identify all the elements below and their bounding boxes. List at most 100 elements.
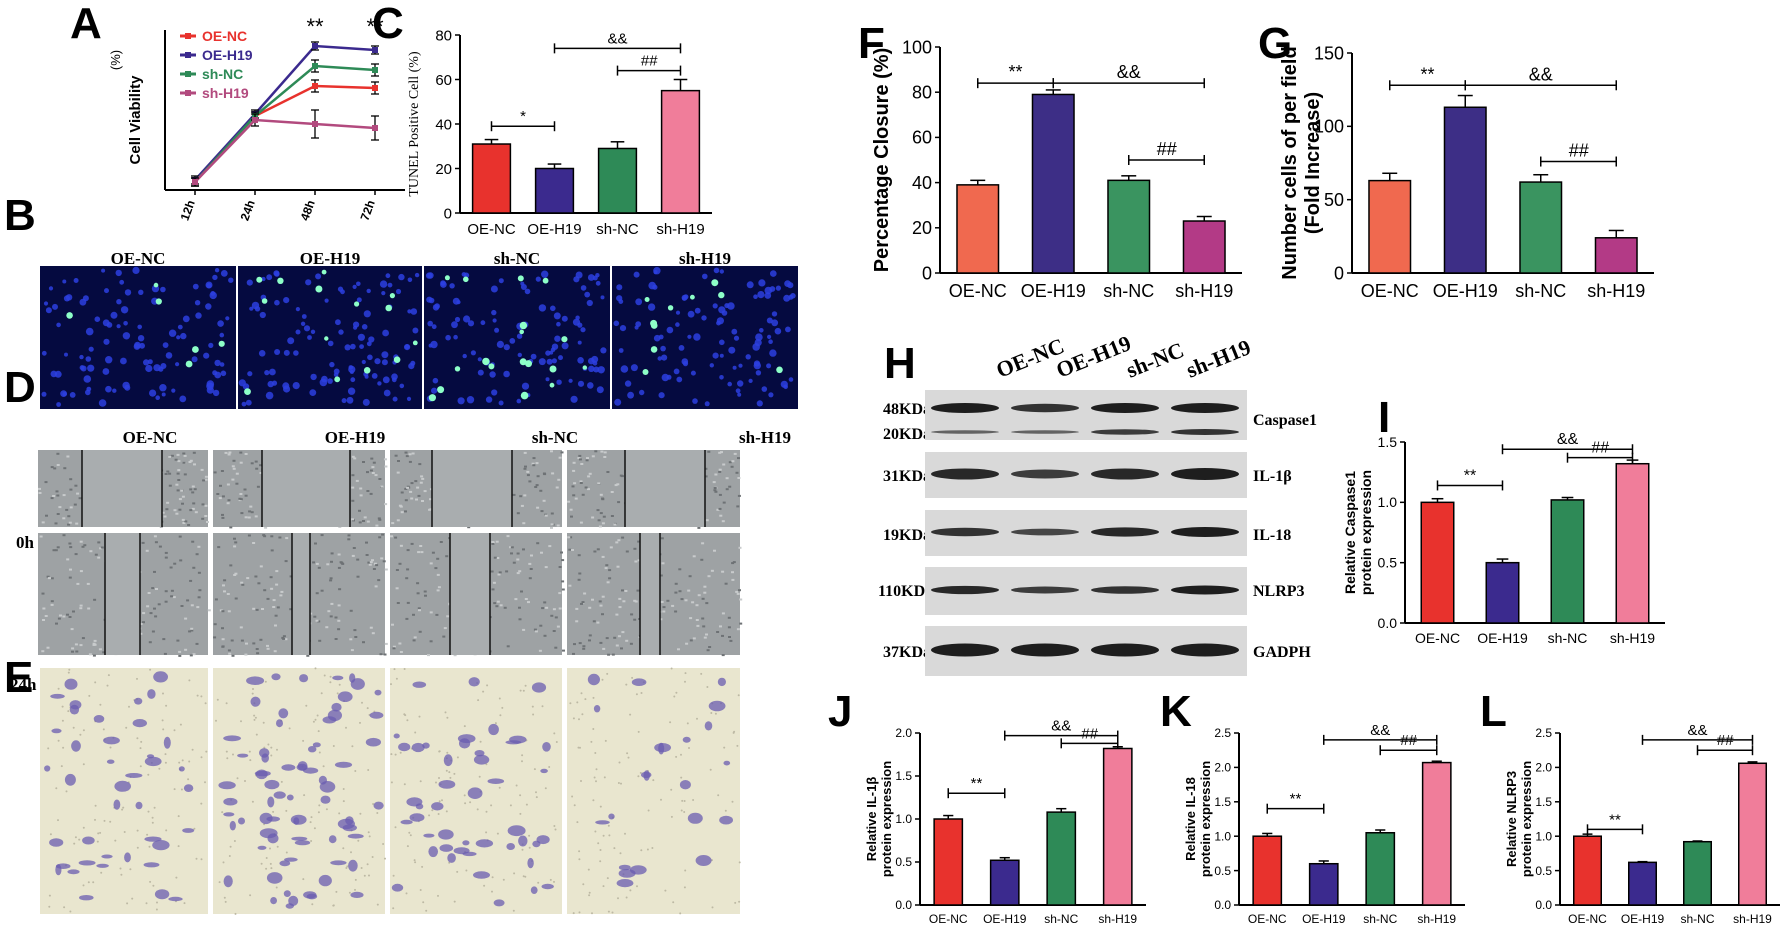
- pore-dot: [161, 719, 164, 722]
- cell-texture: [523, 467, 527, 470]
- x-tick-label: OE-H19: [1433, 281, 1498, 301]
- pore-dot: [491, 890, 493, 893]
- cell-texture: [240, 512, 244, 515]
- cell-texture: [572, 469, 576, 472]
- migrated-cell: [93, 715, 105, 723]
- pore-dot: [723, 746, 726, 749]
- pore-dot: [317, 730, 320, 733]
- cell-texture: [550, 512, 554, 515]
- pore-dot: [384, 857, 386, 860]
- cell-texture: [184, 520, 188, 523]
- pore-dot: [158, 767, 161, 770]
- cell-texture: [625, 550, 629, 553]
- cell-texture: [190, 604, 194, 607]
- cell-texture: [582, 647, 586, 650]
- migrated-cell: [266, 872, 283, 884]
- cell-texture: [701, 597, 705, 600]
- pore-dot: [670, 667, 673, 670]
- nucleus-dot: [327, 340, 334, 347]
- nucleus-dot: [206, 380, 215, 388]
- cell-texture: [334, 638, 338, 640]
- pore-dot: [123, 831, 126, 833]
- pore-dot: [119, 867, 122, 870]
- cell-texture: [92, 643, 96, 646]
- migrated-cell: [457, 734, 476, 744]
- nucleus-dot: [457, 397, 465, 405]
- pore-dot: [521, 848, 524, 851]
- y-axis-label: Percentage Closure (%): [871, 48, 893, 273]
- cell-texture: [247, 534, 251, 537]
- y-tick-label: 1.0: [1378, 494, 1398, 510]
- cell-texture: [239, 493, 243, 495]
- cell-texture: [701, 542, 705, 545]
- nucleus-dot: [381, 291, 386, 296]
- nucleus-dot: [738, 363, 743, 368]
- pore-dot: [456, 870, 459, 873]
- nucleus-dot: [356, 297, 362, 303]
- cell-texture: [178, 650, 182, 653]
- cell-texture: [284, 638, 288, 641]
- migrated-cell: [640, 771, 652, 779]
- cell-texture: [429, 562, 433, 565]
- cell-texture: [384, 568, 388, 571]
- cell-texture: [141, 541, 145, 544]
- cell-texture: [181, 502, 184, 505]
- x-tick-label: sh-NC: [1680, 912, 1714, 926]
- cell-texture: [574, 497, 578, 500]
- cell-texture: [714, 490, 718, 493]
- nucleus-dot: [657, 356, 662, 361]
- cell-texture: [166, 501, 170, 504]
- nucleus-dot: [412, 327, 419, 334]
- cell-texture: [721, 570, 725, 573]
- pore-dot: [302, 739, 305, 742]
- cell-texture: [591, 455, 595, 458]
- cell-texture: [697, 526, 701, 529]
- nucleus-dot: [596, 386, 604, 394]
- nucleus-dot: [382, 329, 389, 337]
- nucleus-dot: [52, 303, 58, 310]
- cell-texture: [146, 605, 150, 608]
- x-tick-label: sh-NC: [1103, 281, 1154, 301]
- nucleus-dot: [98, 399, 107, 407]
- cell-texture: [428, 508, 432, 511]
- migrated-cell: [531, 682, 547, 693]
- cell-texture: [275, 570, 279, 573]
- cell-texture: [70, 628, 74, 631]
- blot-band: [1011, 403, 1079, 413]
- migrated-cell: [283, 890, 291, 897]
- nucleus-dot: [261, 276, 266, 282]
- nucleus-dot: [353, 321, 360, 328]
- cell-texture: [259, 565, 263, 568]
- blot-strips: [925, 390, 1247, 676]
- blot-band: [931, 430, 999, 434]
- pore-dot: [139, 747, 142, 750]
- y-tick-label: 2.0: [895, 726, 912, 740]
- pore-dot: [637, 730, 640, 733]
- cell-texture: [429, 498, 432, 501]
- migrated-cell: [103, 736, 120, 745]
- nucleus-dot: [249, 306, 254, 311]
- nucleus-dot: [761, 386, 768, 392]
- cell-texture: [278, 536, 282, 539]
- migrated-cell: [391, 883, 404, 892]
- cell-texture: [74, 553, 78, 556]
- cell-texture: [731, 571, 734, 574]
- cell-texture: [522, 628, 526, 631]
- nucleus-dot: [175, 362, 180, 367]
- pore-dot: [320, 692, 323, 695]
- pore-dot: [82, 884, 85, 887]
- cell-texture: [421, 477, 425, 480]
- pore-dot: [684, 869, 687, 872]
- cell-texture: [736, 628, 740, 631]
- cell-texture: [75, 522, 79, 525]
- cell-texture: [188, 461, 192, 463]
- cell-texture: [69, 506, 73, 509]
- tunel-cells: [41, 266, 796, 407]
- cell-texture: [41, 650, 45, 653]
- cell-texture: [221, 645, 225, 648]
- bar-OE-NC: [1252, 835, 1283, 906]
- pore-dot: [67, 671, 70, 674]
- pore-dot: [485, 810, 488, 813]
- cell-texture: [378, 536, 382, 539]
- x-tick-label: sh-NC: [1548, 630, 1588, 646]
